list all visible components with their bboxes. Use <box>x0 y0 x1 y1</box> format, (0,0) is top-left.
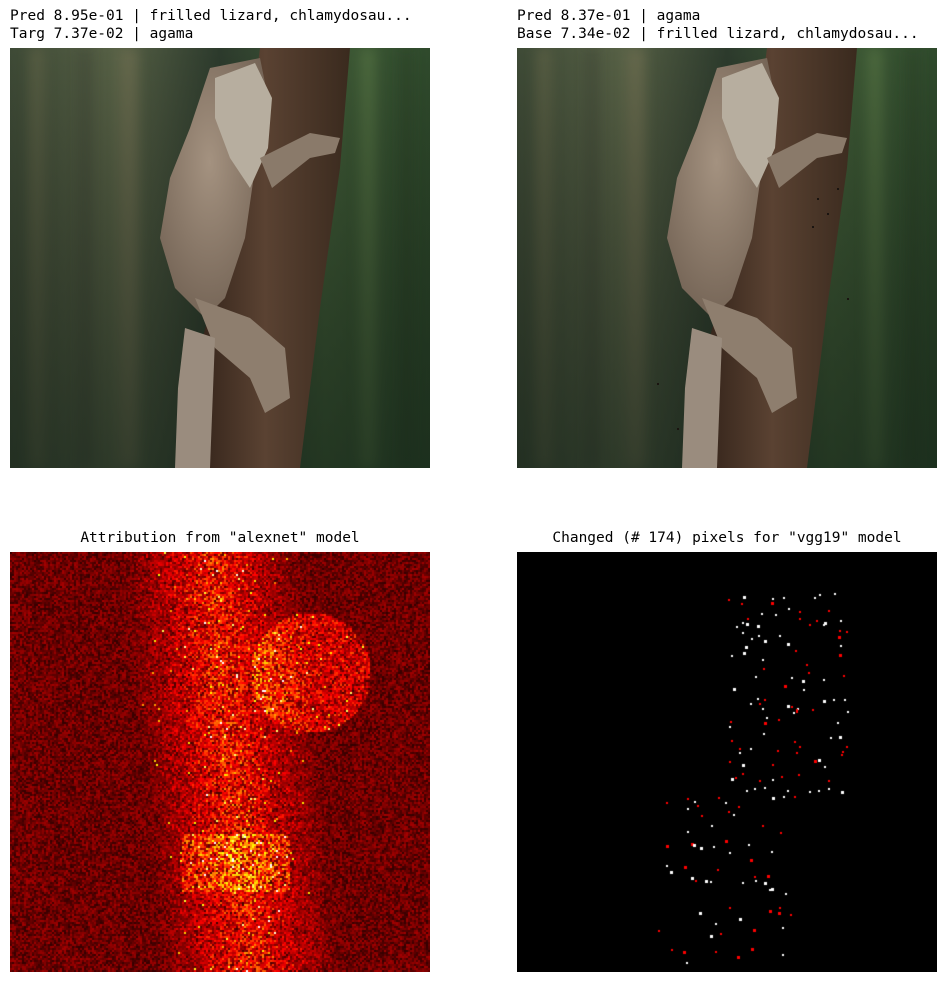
adversarial-image <box>517 48 937 468</box>
adversarial-prediction-line: Pred 8.37e-01 | agama <box>517 8 701 24</box>
adversarial-caption: Pred 8.37e-01 | agama Base 7.34e-02 | fr… <box>517 7 919 43</box>
attribution-title: Attribution from "alexnet" model <box>80 530 360 546</box>
perturbation-speck <box>847 298 849 300</box>
perturbation-speck <box>817 198 819 200</box>
perturbation-speck <box>827 213 829 215</box>
changed-pixels-title: Changed (# 174) pixels for "vgg19" model <box>552 530 902 546</box>
adversarial-base-line: Base 7.34e-02 | frilled lizard, chlamydo… <box>517 26 919 42</box>
attribution-canvas <box>10 552 430 972</box>
perturbation-speck <box>812 226 814 228</box>
lizard-photo-original <box>10 48 430 468</box>
perturbation-speck <box>657 383 659 385</box>
perturbation-speck <box>677 428 679 430</box>
lizard-photo-adversarial <box>517 48 937 468</box>
attribution-heatmap <box>10 552 430 972</box>
perturbation-speck <box>837 188 839 190</box>
original-caption: Pred 8.95e-01 | frilled lizard, chlamydo… <box>10 7 412 43</box>
changed-pixels-map <box>517 552 937 972</box>
original-image <box>10 48 430 468</box>
original-target-line: Targ 7.37e-02 | agama <box>10 26 194 42</box>
changed-pixels-canvas <box>517 552 937 972</box>
original-prediction-line: Pred 8.95e-01 | frilled lizard, chlamydo… <box>10 8 412 24</box>
perturbation-specks <box>657 188 849 430</box>
